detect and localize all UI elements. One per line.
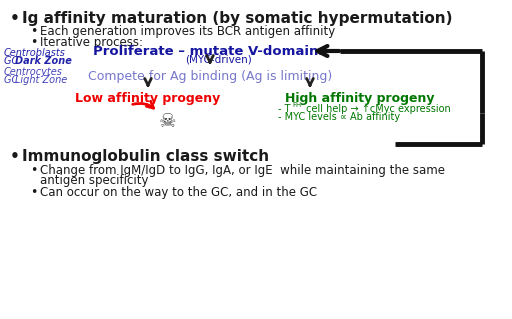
Text: Light Zone: Light Zone: [15, 75, 67, 85]
Text: Can occur on the way to the GC, and in the GC: Can occur on the way to the GC, and in t…: [40, 186, 317, 199]
Text: •: •: [30, 25, 37, 38]
Text: High affinity progeny: High affinity progeny: [285, 92, 435, 105]
Text: GC: GC: [4, 75, 22, 85]
Text: Compete for Ag binding (Ag is limiting): Compete for Ag binding (Ag is limiting): [88, 70, 332, 83]
Text: •: •: [30, 186, 37, 199]
Text: Low affinity progeny: Low affinity progeny: [75, 92, 221, 105]
Text: FH: FH: [292, 102, 301, 108]
Text: - T: - T: [278, 104, 290, 114]
Text: •: •: [10, 11, 20, 26]
Text: •: •: [30, 36, 37, 49]
Text: - MYC levels ∝ Ab affinity: - MYC levels ∝ Ab affinity: [278, 112, 400, 122]
Text: Each generation improves its BCR antigen affinity: Each generation improves its BCR antigen…: [40, 25, 335, 38]
Text: Change from IgM/IgD to IgG, IgA, or IgE  while maintaining the same: Change from IgM/IgD to IgG, IgA, or IgE …: [40, 164, 445, 177]
Text: Immunoglobulin class switch: Immunoglobulin class switch: [22, 149, 269, 164]
Text: cell help → ↑cMyc expression: cell help → ↑cMyc expression: [303, 104, 451, 114]
Text: Dark Zone: Dark Zone: [15, 56, 72, 66]
Text: GC: GC: [4, 56, 22, 66]
Text: Centroblasts: Centroblasts: [4, 48, 66, 58]
Text: Iterative process:: Iterative process:: [40, 36, 143, 49]
Text: •: •: [30, 164, 37, 177]
Text: ☠: ☠: [159, 112, 177, 131]
Text: (MYC-driven): (MYC-driven): [185, 55, 252, 65]
Text: Ig affinity maturation (by somatic hypermutation): Ig affinity maturation (by somatic hyper…: [22, 11, 453, 26]
Text: antigen specificity: antigen specificity: [40, 174, 148, 187]
Text: •: •: [10, 149, 20, 164]
Text: Proliferate – mutate V-domains: Proliferate – mutate V-domains: [93, 45, 327, 58]
Text: Centrocytes: Centrocytes: [4, 67, 63, 77]
